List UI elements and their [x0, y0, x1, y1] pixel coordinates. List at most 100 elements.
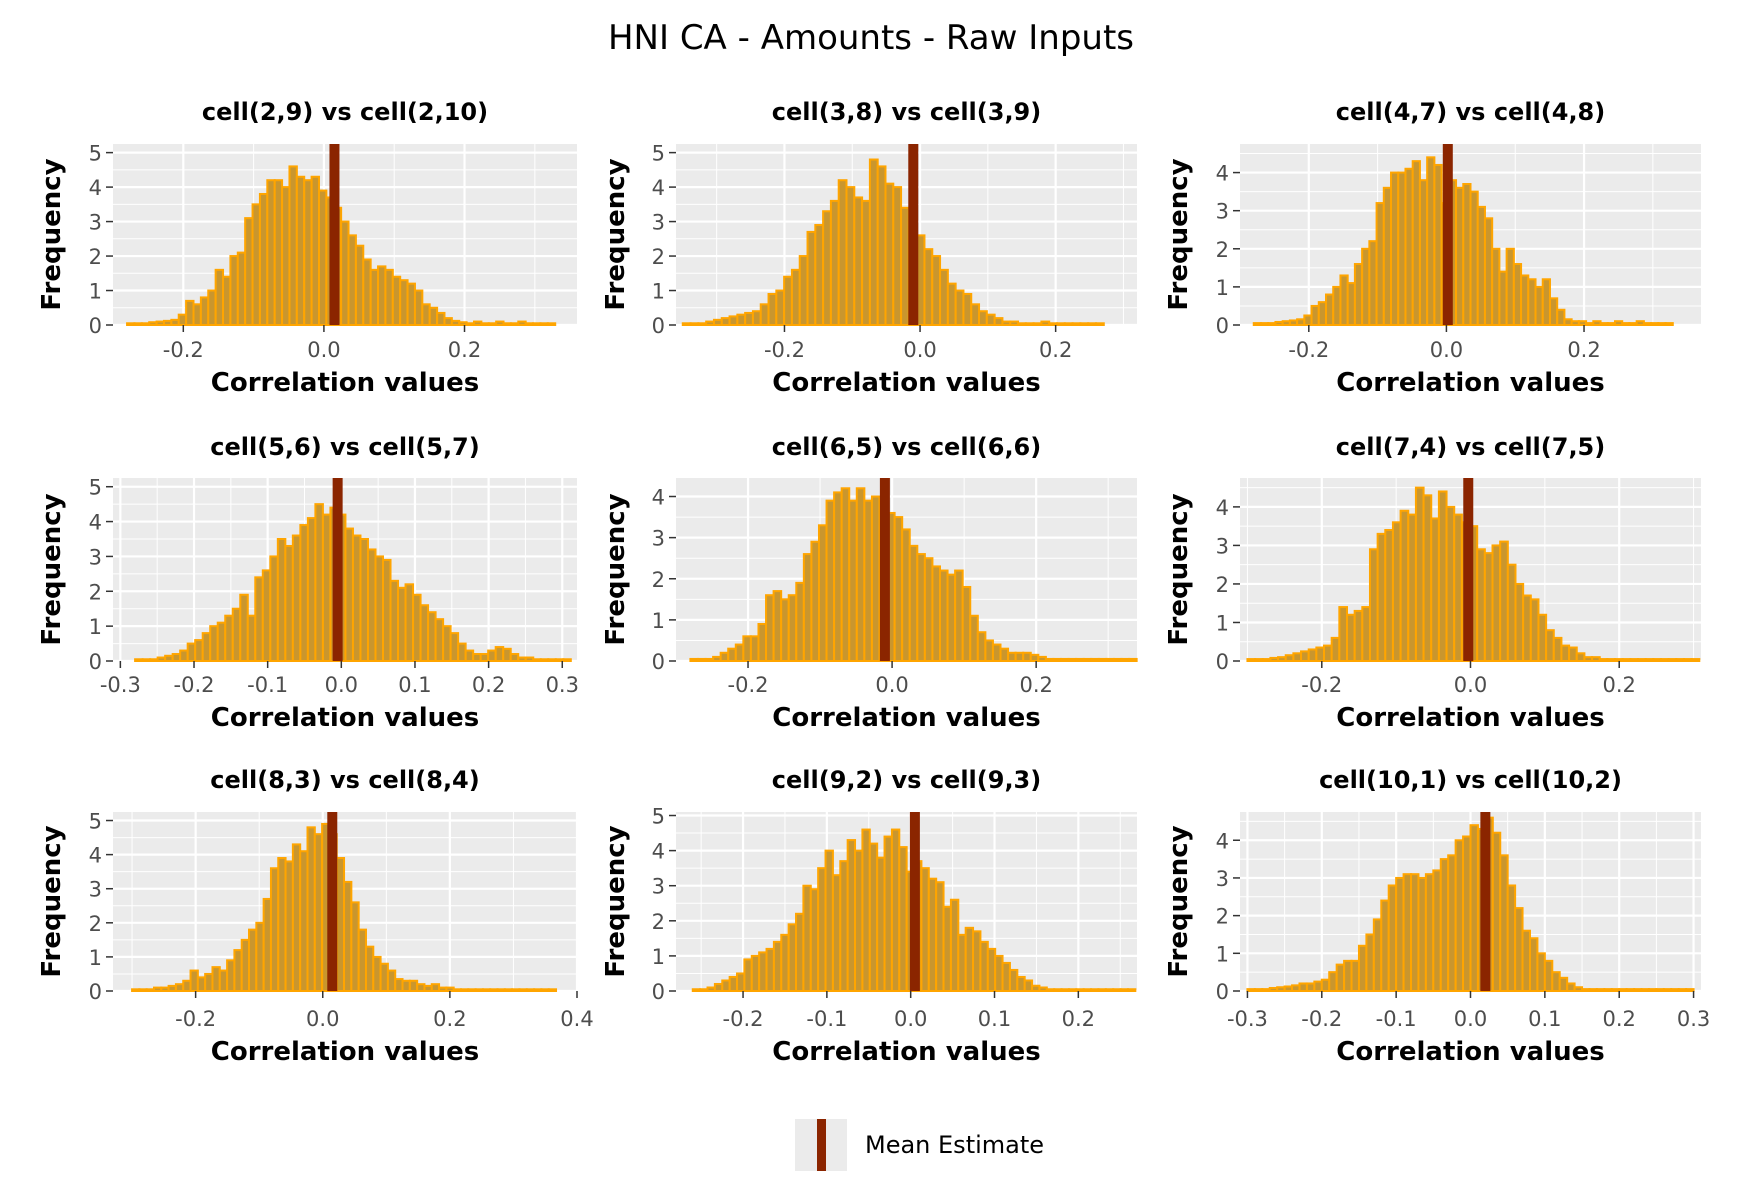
x-tick-label: 0.2 — [1019, 673, 1052, 697]
histogram-bar — [884, 182, 895, 326]
histogram-bar — [736, 313, 747, 326]
histogram-bar — [449, 632, 460, 662]
histogram-bar — [1335, 963, 1346, 992]
histogram-bar — [266, 179, 276, 326]
histogram-bar — [1664, 322, 1674, 326]
histogram-bar — [1380, 899, 1390, 993]
mean-estimate-line — [1463, 478, 1474, 661]
histogram-bar — [736, 972, 746, 993]
x-tick-label: -0.2 — [175, 1007, 216, 1031]
histogram-bar — [1008, 968, 1019, 992]
histogram-bar — [306, 517, 317, 662]
histogram-bar — [148, 321, 158, 327]
x-tick-label: -0.3 — [100, 673, 141, 697]
y-tick-label: 4 — [1216, 162, 1229, 186]
histogram-bar — [1048, 322, 1059, 326]
histogram-bar — [1644, 658, 1655, 662]
histogram-bar — [1543, 959, 1554, 993]
histogram-bar — [1372, 918, 1383, 993]
histogram-bar — [1345, 613, 1356, 663]
histogram-bar — [372, 955, 382, 993]
histogram-bar — [1075, 988, 1085, 993]
legend-key-mean-bar — [817, 1119, 826, 1171]
histogram-bar — [750, 954, 761, 993]
histogram-bar — [743, 958, 753, 992]
histogram-bar — [1570, 320, 1580, 327]
histogram-bar — [1045, 988, 1056, 993]
histogram-bar — [1268, 986, 1279, 993]
histogram-bar — [1610, 988, 1621, 992]
histogram-bar — [1598, 658, 1609, 662]
histogram-bar — [321, 513, 332, 662]
histogram-bar — [164, 654, 174, 662]
histogram-bar — [1577, 320, 1588, 327]
y-tick-label: 5 — [652, 805, 665, 829]
histogram-bar — [1433, 163, 1443, 326]
y-tick-label: 2 — [89, 580, 102, 604]
histogram-bar — [798, 255, 809, 326]
y-tick-label: 4 — [89, 844, 102, 868]
mean-estimate-line — [327, 812, 338, 991]
histogram-bar — [1491, 831, 1502, 992]
histogram-bar — [1621, 322, 1631, 326]
histogram-bar — [291, 843, 302, 993]
histogram-bar — [1284, 654, 1295, 663]
histogram-bar — [382, 558, 392, 663]
histogram-bar — [923, 557, 934, 663]
histogram-bar — [389, 579, 400, 662]
histogram-bar — [1338, 606, 1348, 663]
histogram-bar — [1520, 274, 1530, 327]
histogram-bar — [1254, 658, 1264, 662]
histogram-bar — [839, 860, 849, 993]
histogram-bar — [1276, 986, 1286, 992]
histogram-bar — [495, 320, 505, 326]
histogram-bar — [1376, 532, 1387, 662]
histogram-bar — [970, 303, 981, 327]
histogram-bar — [479, 653, 490, 662]
histogram-bar — [262, 897, 272, 993]
histogram-bar — [916, 553, 926, 663]
histogram-bar — [1667, 658, 1678, 662]
histogram-bar — [1384, 529, 1394, 662]
histogram-bar — [870, 495, 881, 662]
histogram-bar — [1353, 263, 1364, 327]
histogram-bar — [1424, 873, 1435, 993]
histogram-bar — [379, 962, 389, 993]
panel-title: cell(8,3) vs cell(8,4) — [210, 766, 479, 794]
histogram-bar — [1556, 308, 1566, 327]
histogram-bar — [362, 258, 372, 326]
histogram-bar — [901, 528, 911, 662]
histogram-bar — [1552, 636, 1563, 663]
histogram-bar — [1650, 322, 1660, 326]
histogram-bar — [1044, 657, 1055, 663]
histogram-bar — [496, 988, 506, 992]
panel-2: 0 1 2 3 4 5 -0.2 0.0 0.2 cell(3,8) vs cell(3,9) Co… — [601, 98, 1137, 398]
histogram-bar — [1499, 540, 1509, 662]
histogram-bar — [946, 282, 957, 326]
panel-title: cell(10,1) vs cell(10,2) — [1319, 766, 1622, 794]
histogram-bar — [1522, 594, 1532, 662]
histogram-bar — [174, 983, 185, 993]
x-axis-label: Correlation values — [211, 368, 479, 398]
histogram-bar — [224, 614, 234, 663]
histogram-bar — [1017, 322, 1027, 326]
y-tick-label: 4 — [1216, 496, 1229, 520]
y-tick-label: 0 — [1216, 314, 1229, 338]
y-axis-label: Frequency — [1164, 493, 1194, 645]
y-tick-label: 3 — [1216, 867, 1229, 891]
x-tick-label: 0.2 — [448, 338, 481, 362]
histogram-bar — [1016, 975, 1026, 992]
x-tick-label: -0.2 — [1301, 1007, 1342, 1031]
histogram-bar — [1659, 658, 1670, 662]
histogram-bar — [1283, 985, 1294, 993]
histogram-bar — [720, 317, 731, 327]
histogram-bar — [413, 289, 424, 326]
histogram-bar — [892, 186, 903, 326]
histogram-bar — [1606, 658, 1617, 662]
histogram-bar — [182, 979, 192, 992]
y-tick-label: 2 — [652, 568, 665, 592]
histogram-bar — [216, 621, 227, 663]
histogram-bar — [1514, 582, 1525, 663]
histogram-bar — [1269, 656, 1280, 663]
